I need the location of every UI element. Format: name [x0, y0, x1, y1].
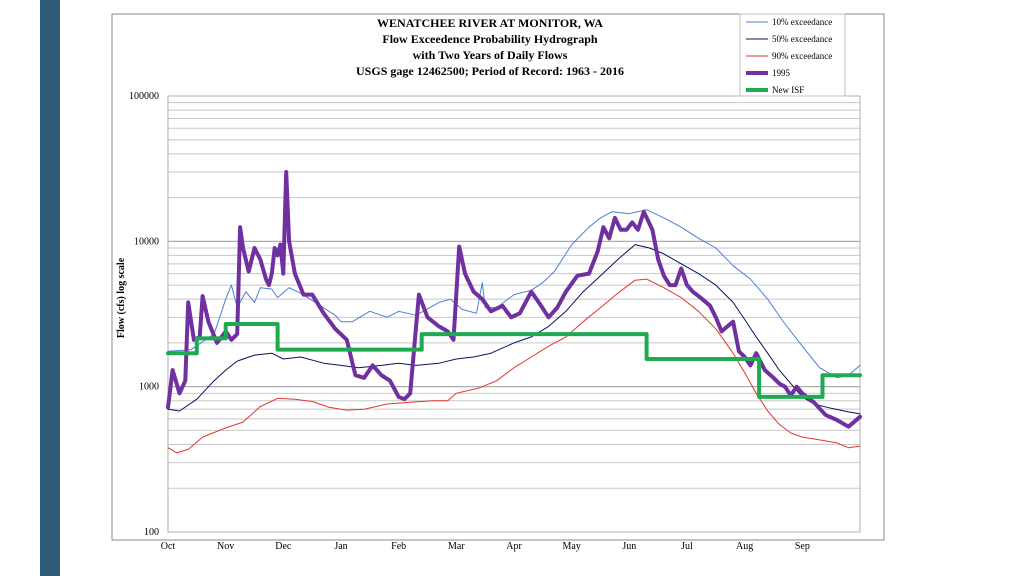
y-tick-label: 1000: [139, 382, 159, 393]
x-tick-label: Dec: [275, 541, 292, 552]
legend-label-p90: 90% exceedance: [772, 51, 832, 61]
x-tick-label: Oct: [161, 541, 176, 552]
x-tick-label: Feb: [391, 541, 406, 552]
x-tick-label: Sep: [795, 541, 810, 552]
series-line-isf: [166, 322, 862, 399]
x-tick-label: May: [562, 541, 580, 552]
legend: 10% exceedance 50% exceedance 90% exceedan…: [739, 13, 846, 97]
y-tick-label: 10000: [134, 236, 159, 247]
x-tick-label: Aug: [736, 541, 753, 552]
series-line-y1995: [166, 170, 862, 429]
x-tick-label: Jun: [622, 541, 636, 552]
series-line-p10: [167, 209, 861, 379]
legend-label-y1995: 1995: [772, 68, 791, 78]
y-tick-labels: 100000 10000 1000 100: [129, 91, 159, 538]
legend-label-p50: 50% exceedance: [772, 34, 832, 44]
chart-title-line-4: USGS gage 12462500; Period of Record: 19…: [356, 64, 624, 78]
y-axis-label: Flow (cfs) log scale: [116, 257, 127, 338]
y-tick-label: 100: [144, 527, 159, 538]
x-tick-label: Nov: [217, 541, 234, 552]
slide-accent-bar: [40, 0, 60, 576]
x-tick-label: Jul: [681, 541, 693, 552]
y-tick-label: 100000: [129, 91, 159, 102]
data-series: [166, 170, 862, 454]
chart-title-line-1: WENATCHEE RIVER AT MONITOR, WA: [377, 16, 603, 30]
legend-box: [739, 13, 846, 97]
series-line-p90: [167, 278, 861, 454]
x-tick-label: Apr: [506, 541, 522, 552]
chart-title-line-3: with Two Years of Daily Flows: [413, 48, 568, 62]
chart-title-line-2: Flow Exceedence Probability Hydrograph: [382, 32, 598, 46]
x-tick-labels: Oct Nov Dec Jan Feb Mar Apr May Jun Jul Aug Sep: [161, 541, 810, 552]
legend-label-isf: New ISF: [772, 85, 804, 95]
plot-area-frame: [167, 95, 861, 533]
series-line-p50: [167, 244, 861, 415]
x-tick-label: Mar: [448, 541, 465, 552]
legend-label-p10: 10% exceedance: [772, 17, 832, 27]
x-tick-label: Jan: [334, 541, 347, 552]
